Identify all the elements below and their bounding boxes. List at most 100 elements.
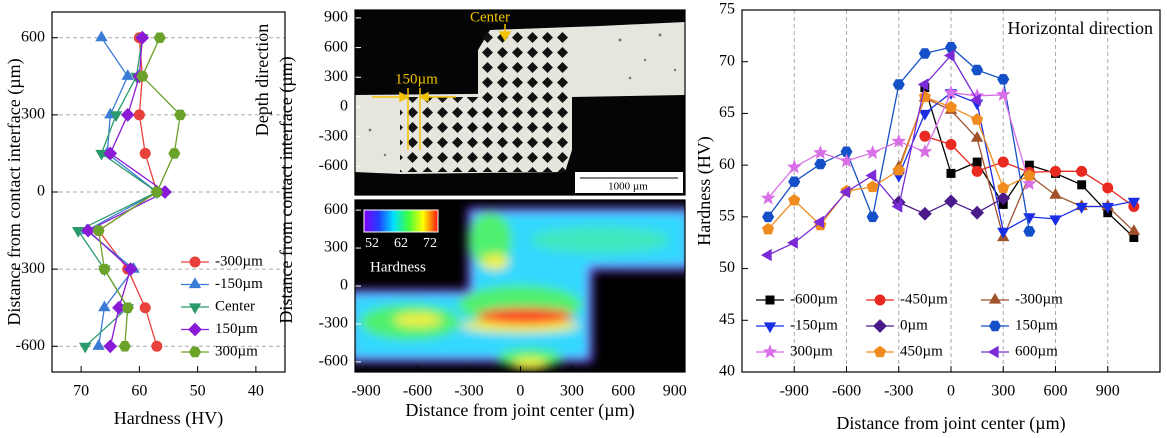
x-tick-label: 40	[248, 383, 264, 400]
plot-frame	[354, 199, 686, 373]
marker	[971, 165, 983, 177]
marker	[866, 211, 879, 223]
marker	[918, 90, 931, 102]
marker	[945, 138, 957, 150]
marker	[969, 88, 985, 103]
marker	[123, 262, 138, 276]
x-tick-label: 900	[1096, 383, 1120, 400]
marker	[997, 227, 1010, 239]
x-tick-label: 600	[1044, 383, 1068, 400]
y-tick-label: -600	[319, 157, 348, 174]
x-tick-label: -900	[780, 383, 809, 400]
y-tick-label: -600	[319, 353, 348, 370]
colorbar-label: Hardness	[370, 259, 426, 275]
marker	[79, 342, 92, 354]
marker	[98, 263, 111, 275]
marker	[943, 49, 955, 62]
x-tick-label: 0	[516, 383, 524, 400]
marker	[787, 236, 798, 249]
y-tick-label: -300	[319, 127, 348, 144]
marker	[943, 85, 959, 99]
legend-label: 0µm	[900, 317, 928, 333]
marker	[970, 131, 984, 142]
marker	[997, 181, 1010, 193]
series-line	[898, 91, 1135, 233]
scale-bar-label: 1000 µm	[608, 181, 648, 193]
marker	[997, 74, 1010, 85]
y-tick-label: 0	[340, 277, 348, 294]
marker	[814, 158, 827, 170]
marker	[865, 169, 877, 182]
x-tick-label: 60	[131, 383, 147, 400]
x-tick-label: 600	[611, 383, 635, 400]
y-axis-title: Distance from contact interface (µm)	[4, 58, 25, 325]
annotation: Center	[470, 9, 510, 25]
colorbar-tick-label: 62	[394, 236, 408, 251]
annotation: 150µm	[395, 71, 438, 87]
x-tick-label: 300	[560, 383, 584, 400]
x-tick-label: 70	[73, 383, 89, 400]
marker	[918, 206, 932, 221]
x-axis-title: Hardness (HV)	[114, 408, 223, 429]
marker	[762, 222, 775, 235]
x-tick-label: -900	[351, 383, 380, 400]
plot-frame	[741, 9, 1161, 373]
marker	[760, 190, 776, 205]
y-tick-label: -600	[16, 337, 45, 354]
y-tick-label: 65	[719, 104, 735, 121]
y-axis-title: Distance from contact interface (µm)	[276, 56, 297, 323]
marker	[839, 153, 854, 168]
marker	[118, 341, 131, 352]
plot-frame	[354, 9, 686, 196]
marker	[813, 215, 824, 229]
marker	[188, 322, 202, 337]
legend-label: -150µm	[790, 317, 838, 333]
colorbar-tick-label: 72	[423, 236, 437, 251]
marker	[174, 109, 187, 121]
marker	[1023, 226, 1036, 237]
marker	[813, 145, 828, 159]
marker	[136, 71, 149, 82]
y-axis-title: Hardness (HV)	[694, 136, 715, 245]
marker	[92, 339, 105, 350]
marker	[919, 130, 931, 142]
micrograph: Center 150µm 1000 µm	[355, 9, 685, 195]
y-tick-label: 900	[324, 9, 348, 26]
marker	[103, 146, 118, 161]
marker	[121, 302, 134, 313]
marker	[874, 294, 886, 306]
marker	[133, 109, 145, 121]
marker	[188, 303, 202, 315]
x-tick-label: -600	[832, 383, 861, 400]
marker	[873, 319, 887, 333]
marker	[72, 227, 85, 238]
marker	[1075, 202, 1088, 214]
marker	[995, 87, 1011, 101]
y-tick-label: 70	[719, 52, 735, 69]
marker	[1049, 215, 1062, 227]
marker	[109, 111, 123, 122]
y-tick-label: 300	[324, 239, 348, 256]
y-tick-label: 600	[324, 201, 348, 218]
x-axis-title: Distance from joint center (µm)	[405, 400, 634, 421]
marker	[1127, 224, 1141, 235]
legend-label: 150µm	[215, 321, 258, 337]
marker	[865, 145, 880, 159]
x-tick-label: 900	[663, 383, 687, 400]
marker	[135, 30, 150, 45]
legend-label: -450µm	[900, 291, 948, 307]
marker	[891, 200, 903, 213]
marker	[972, 157, 982, 167]
marker	[996, 191, 1011, 206]
legend-label: -150µm	[215, 276, 263, 292]
y-tick-label: 50	[719, 259, 735, 276]
colorbar-tick-label: 52	[365, 236, 379, 251]
marker	[1127, 197, 1141, 209]
y-tick-label: 600	[21, 28, 45, 45]
marker	[1023, 169, 1036, 181]
marker	[120, 108, 135, 122]
x-tick-label: 0	[947, 383, 955, 400]
marker	[1101, 202, 1114, 214]
x-axis-title: Distance from joint center (µm)	[836, 413, 1065, 434]
